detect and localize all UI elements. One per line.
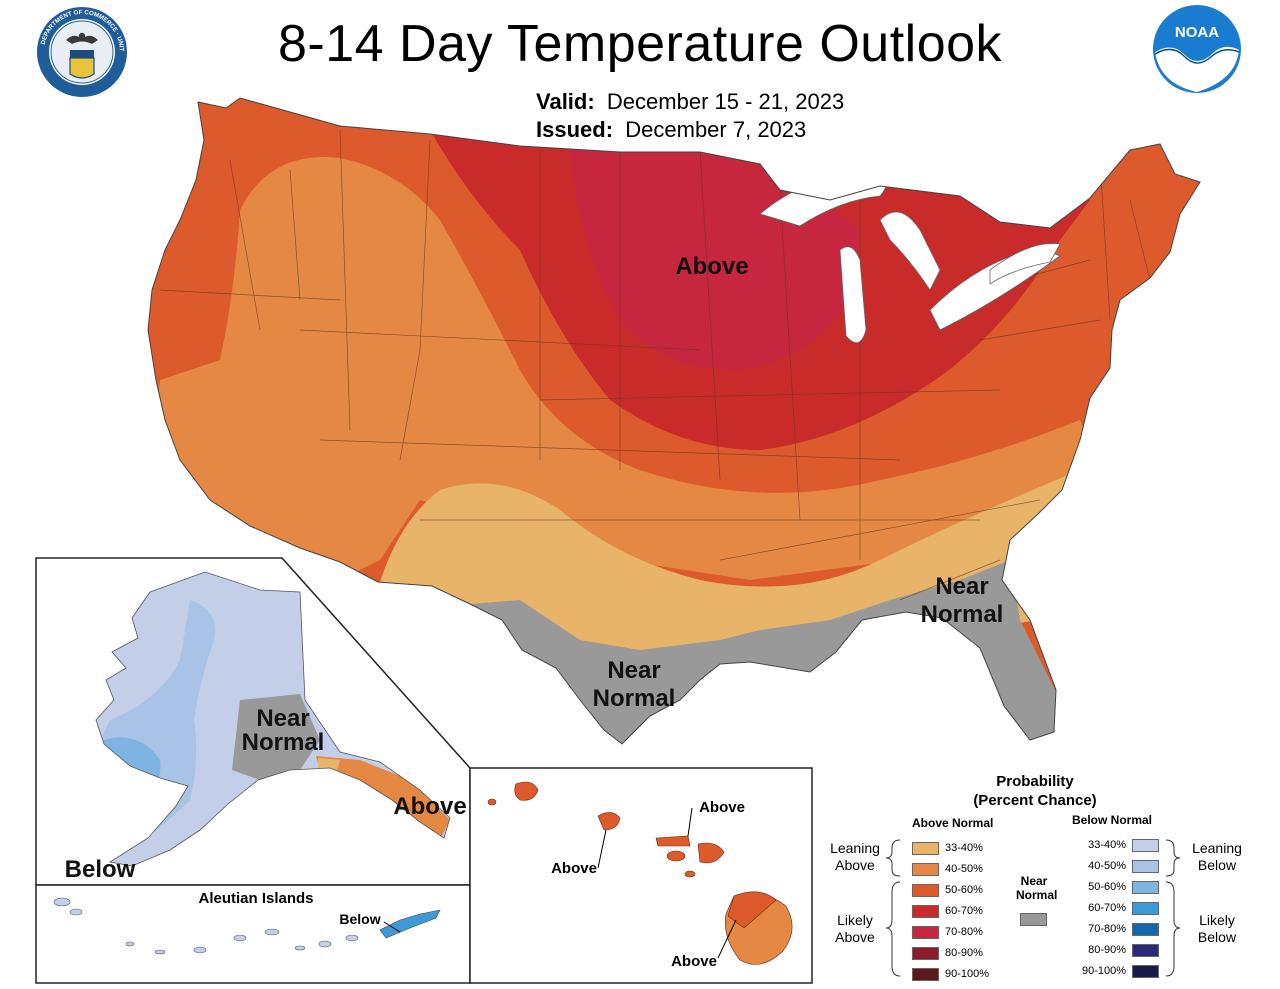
- noaa-text: NOAA: [1175, 24, 1219, 41]
- below-normal-row: 33-40%: [1074, 837, 1159, 853]
- likely-above-label: Likely Above: [824, 912, 886, 946]
- below-normal-range-label: 60-70%: [1088, 902, 1126, 914]
- legend-title-line-1: Probability: [996, 773, 1074, 790]
- above-normal-range-label: 50-60%: [945, 884, 983, 896]
- commerce-seal-icon: DEPARTMENT OF COMMERCE · UNITED STATES O…: [36, 6, 127, 97]
- leaning-below-line-2: Below: [1197, 857, 1237, 873]
- aleutian-below-label: Below: [339, 911, 380, 927]
- conus-near-sw-label-2: Normal: [593, 685, 676, 712]
- ak-above-label: Above: [393, 793, 466, 820]
- ak-near-label-2: Normal: [242, 729, 325, 756]
- above-normal-row: 90-100%: [912, 966, 997, 982]
- below-normal-row: 60-70%: [1074, 900, 1159, 916]
- conus-near-sw-label-1: Near: [607, 657, 660, 684]
- above-normal-swatch: [912, 904, 939, 918]
- near-normal-head-line-1: Near: [1020, 874, 1048, 888]
- below-normal-range-label: 70-80%: [1088, 923, 1126, 935]
- above-normal-range-label: 40-50%: [945, 863, 983, 875]
- aleutian-inset-frame: [35, 884, 471, 984]
- likely-above-line-2: Above: [835, 929, 875, 945]
- hi-above-label-1: Above: [699, 799, 745, 816]
- below-brace-icon: [1165, 839, 1181, 977]
- conus-near-se-label-2: Normal: [921, 601, 1004, 628]
- aleutian-islands: [53, 897, 359, 955]
- near-normal-head-line-2: Normal: [1016, 888, 1058, 902]
- above-normal-row: 60-70%: [912, 903, 997, 919]
- below-normal-row: 90-100%: [1074, 963, 1159, 979]
- below-normal-row: 70-80%: [1074, 921, 1159, 937]
- noaa-logo-icon: NOAA: [1153, 5, 1241, 93]
- above-normal-swatch: [912, 925, 939, 939]
- below-normal-range-label: 90-100%: [1081, 965, 1126, 977]
- likely-below-label: Likely Below: [1184, 912, 1250, 946]
- valid-dates: December 15 - 21, 2023: [606, 89, 845, 114]
- above-normal-swatch: [912, 841, 939, 855]
- leaning-below-line-1: Leaning: [1192, 840, 1242, 856]
- above-normal-range-label: 33-40%: [945, 842, 983, 854]
- leaning-below-label: Leaning Below: [1184, 840, 1250, 874]
- hawaii-islands: [487, 781, 793, 965]
- above-normal-row: 33-40%: [912, 840, 997, 856]
- below-normal-swatch: [1132, 859, 1159, 873]
- below-normal-row: 50-60%: [1074, 879, 1159, 895]
- above-normal-swatch: [912, 946, 939, 960]
- likely-below-line-2: Below: [1197, 929, 1237, 945]
- below-normal-range-label: 33-40%: [1088, 839, 1126, 851]
- above-normal-range-label: 90-100%: [945, 968, 990, 980]
- below-normal-range-label: 50-60%: [1088, 881, 1126, 893]
- above-normal-row: 80-90%: [912, 945, 997, 961]
- issued-date: December 7, 2023: [625, 117, 807, 142]
- issued-label: Issued:: [536, 117, 614, 142]
- conus-above-label: Above: [675, 253, 748, 280]
- hi-above-label-3: Above: [671, 953, 717, 970]
- below-normal-swatch: [1132, 880, 1159, 894]
- below-normal-row: 40-50%: [1074, 858, 1159, 874]
- likely-above-line-1: Likely: [837, 912, 873, 928]
- leaning-above-line-2: Above: [835, 857, 875, 873]
- above-normal-swatch: [912, 862, 939, 876]
- conus-near-se-label-1: Near: [935, 573, 988, 600]
- above-normal-range-label: 70-80%: [945, 926, 983, 938]
- below-normal-swatch: [1132, 901, 1159, 915]
- hi-above-label-2: Above: [551, 860, 597, 877]
- valid-label: Valid:: [536, 89, 595, 114]
- ak-near-label-1: Near: [256, 705, 309, 732]
- above-normal-swatch: [912, 883, 939, 897]
- below-normal-row: 80-90%: [1074, 942, 1159, 958]
- map-title: 8-14 Day Temperature Outlook: [277, 15, 1003, 73]
- legend-title-line-2: (Percent Chance): [973, 792, 1097, 809]
- above-normal-head: Above Normal: [912, 816, 994, 830]
- leaning-above-label: Leaning Above: [824, 840, 886, 874]
- below-normal-head: Below Normal: [1072, 813, 1153, 827]
- likely-below-line-1: Likely: [1199, 912, 1235, 928]
- legend-title: Probability (Percent Chance): [940, 772, 1130, 810]
- above-brace-icon: [885, 839, 901, 977]
- below-normal-range-label: 40-50%: [1088, 860, 1126, 872]
- above-normal-range-label: 80-90%: [945, 947, 983, 959]
- above-normal-row: 40-50%: [912, 861, 997, 877]
- date-block: Valid: December 15 - 21, 2023 Issued: De…: [536, 88, 844, 144]
- above-normal-row: 50-60%: [912, 882, 997, 898]
- aleutian-title: Aleutian Islands: [198, 890, 313, 907]
- below-normal-swatch: [1132, 922, 1159, 936]
- ak-below-label: Below: [65, 856, 136, 883]
- below-normal-swatch: [1132, 943, 1159, 957]
- near-normal-head: Near Normal: [1016, 874, 1058, 902]
- near-normal-swatch: [1020, 913, 1047, 926]
- leaning-above-line-1: Leaning: [830, 840, 880, 856]
- below-normal-swatch: [1132, 838, 1159, 852]
- above-normal-swatch: [912, 967, 939, 981]
- above-normal-row: 70-80%: [912, 924, 997, 940]
- below-normal-swatch: [1132, 964, 1159, 978]
- below-normal-range-label: 80-90%: [1088, 944, 1126, 956]
- above-normal-range-label: 60-70%: [945, 905, 983, 917]
